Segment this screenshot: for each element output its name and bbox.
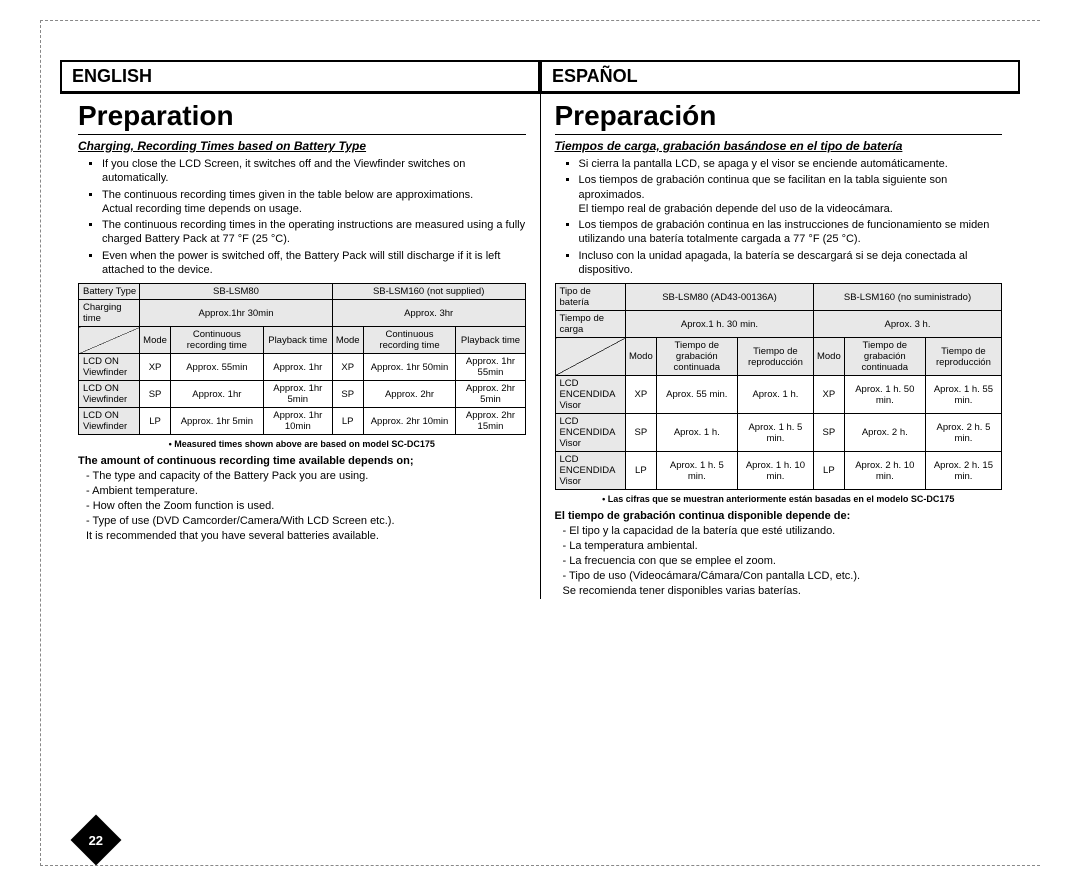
- row-label: LCD ONViewfinder: [79, 354, 140, 381]
- th-cont: Continuous recording time: [363, 327, 456, 354]
- depends-heading-english: The amount of continuous recording time …: [78, 455, 526, 467]
- th-col2: SB-LSM160 (no suministrado): [813, 284, 1001, 311]
- subheading-english: Charging, Recording Times based on Batte…: [78, 139, 526, 153]
- bullet-item: Los tiempos de grabación continua en las…: [579, 218, 1003, 247]
- battery-table-english: Battery Type SB-LSM80 SB-LSM160 (not sup…: [78, 283, 526, 435]
- subheading-spanish: Tiempos de carga, grabación basándose en…: [555, 139, 1003, 153]
- th-diag: [555, 338, 625, 376]
- title-spanish: Preparación: [555, 100, 1003, 135]
- bullet-item: Incluso con la unidad apagada, la baterí…: [579, 249, 1003, 278]
- th-col1: SB-LSM80 (AD43-00136A): [625, 284, 813, 311]
- th-cont: Tiempo de grabación continuada: [656, 338, 737, 376]
- content-columns: Preparation Charging, Recording Times ba…: [60, 91, 1020, 599]
- page-number: 22: [89, 833, 103, 848]
- th-charging: Tiempo de carga: [555, 311, 625, 338]
- row-label: LCD ONViewfinder: [79, 408, 140, 435]
- th-mode: Mode: [140, 327, 171, 354]
- th-play: Playback time: [456, 327, 525, 354]
- td-charge1: Aprox.1 h. 30 min.: [625, 311, 813, 338]
- th-mode: Mode: [332, 327, 363, 354]
- th-mode: Modo: [813, 338, 844, 376]
- depends-list-spanish: El tipo y la capacidad de la batería que…: [555, 524, 1003, 598]
- depends-heading-spanish: El tiempo de grabación continua disponib…: [555, 510, 1003, 522]
- title-english: Preparation: [78, 100, 526, 135]
- row-label: LCD ONViewfinder: [79, 381, 140, 408]
- language-header-row: ENGLISH ESPAÑOL: [60, 60, 1020, 91]
- th-battery-type: Battery Type: [79, 284, 140, 300]
- bullet-item: The continuous recording times in the op…: [102, 218, 526, 247]
- th-play: Playback time: [263, 327, 332, 354]
- table-footnote-spanish: • Las cifras que se muestran anteriormen…: [555, 494, 1003, 504]
- th-col1: SB-LSM80: [140, 284, 333, 300]
- page-number-badge: 22: [71, 815, 122, 866]
- bullet-item: Si cierra la pantalla LCD, se apaga y el…: [579, 157, 1003, 171]
- lang-label-english: ENGLISH: [60, 60, 540, 91]
- bullet-item: Los tiempos de grabación continua que se…: [579, 173, 1003, 216]
- battery-table-spanish: Tipo de batería SB-LSM80 (AD43-00136A) S…: [555, 283, 1003, 490]
- bullet-item: If you close the LCD Screen, it switches…: [102, 157, 526, 186]
- th-mode: Modo: [625, 338, 656, 376]
- th-cont: Continuous recording time: [170, 327, 263, 354]
- bullet-item: Even when the power is switched off, the…: [102, 249, 526, 278]
- th-charging: Charging time: [79, 300, 140, 327]
- bullets-spanish: Si cierra la pantalla LCD, se apaga y el…: [555, 157, 1003, 277]
- table-footnote-english: • Measured times shown above are based o…: [78, 439, 526, 449]
- th-play: Tiempo de reproducción: [737, 338, 813, 376]
- column-spanish: Preparación Tiempos de carga, grabación …: [541, 94, 1021, 599]
- th-cont: Tiempo de grabación continuada: [844, 338, 925, 376]
- th-play: Tiempo de reproducción: [925, 338, 1001, 376]
- th-diag: [79, 327, 140, 354]
- manual-page: ENGLISH ESPAÑOL Preparation Charging, Re…: [0, 0, 1080, 886]
- row-label: LCD ENCENDIDAVisor: [555, 414, 625, 452]
- column-english: Preparation Charging, Recording Times ba…: [60, 94, 541, 599]
- td-charge1: Approx.1hr 30min: [140, 300, 333, 327]
- bullets-english: If you close the LCD Screen, it switches…: [78, 157, 526, 277]
- depends-list-english: The type and capacity of the Battery Pac…: [78, 469, 526, 543]
- th-col2: SB-LSM160 (not supplied): [332, 284, 525, 300]
- td-charge2: Aprox. 3 h.: [813, 311, 1001, 338]
- row-label: LCD ENCENDIDAVisor: [555, 452, 625, 490]
- td-charge2: Approx. 3hr: [332, 300, 525, 327]
- lang-label-spanish: ESPAÑOL: [540, 60, 1020, 91]
- th-battery-type: Tipo de batería: [555, 284, 625, 311]
- bullet-item: The continuous recording times given in …: [102, 188, 526, 217]
- row-label: LCD ENCENDIDAVisor: [555, 376, 625, 414]
